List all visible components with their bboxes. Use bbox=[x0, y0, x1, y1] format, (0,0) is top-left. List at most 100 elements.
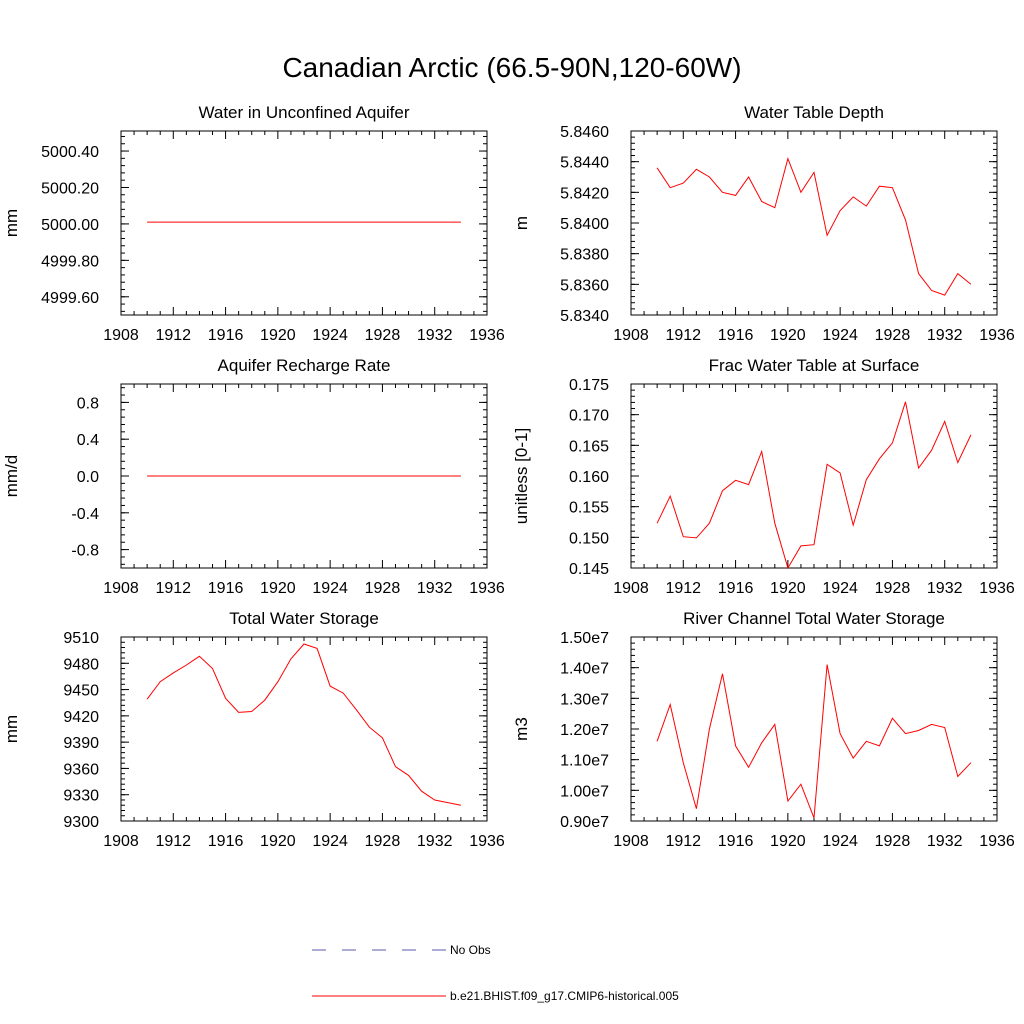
x-tick-label: 1932 bbox=[417, 327, 453, 344]
x-tick-label: 1908 bbox=[103, 327, 139, 344]
y-tick-label: 0.160 bbox=[569, 469, 609, 486]
x-tick-label: 1928 bbox=[365, 580, 401, 597]
y-tick-label: 5.8460 bbox=[560, 124, 609, 141]
x-tick-label: 1924 bbox=[312, 580, 348, 597]
x-tick-label: 1928 bbox=[875, 327, 911, 344]
x-tick-label: 1920 bbox=[770, 327, 806, 344]
x-tick-label: 1912 bbox=[155, 580, 191, 597]
y-tick-label: 5.8400 bbox=[560, 216, 609, 233]
x-tick-label: 1924 bbox=[822, 327, 858, 344]
x-tick-label: 1916 bbox=[208, 327, 244, 344]
y-tick-label: 1.10e7 bbox=[560, 753, 609, 770]
plot-frame bbox=[120, 636, 488, 822]
x-tick-label: 1912 bbox=[155, 327, 191, 344]
x-tick-label: 1936 bbox=[469, 833, 505, 850]
y-tick-label: 5000.00 bbox=[41, 217, 99, 234]
y-tick-label: 9300 bbox=[63, 814, 99, 831]
x-tick-label: 1912 bbox=[155, 833, 191, 850]
x-tick-label: 1924 bbox=[312, 833, 348, 850]
y-tick-label: 0.170 bbox=[569, 408, 609, 425]
y-axis-label: mm/d bbox=[2, 455, 21, 498]
panel-3: Aquifer Recharge Rate 1908 1912 1916 1920 192… bbox=[2, 356, 505, 597]
y-tick-label: 0.8 bbox=[77, 395, 99, 412]
x-tick-label: 1908 bbox=[613, 327, 649, 344]
x-tick-label: 1908 bbox=[613, 580, 649, 597]
series-line bbox=[656, 401, 972, 570]
panel-title: Total Water Storage bbox=[229, 609, 379, 628]
y-tick-label: 1.50e7 bbox=[560, 630, 609, 647]
y-axis-label: m3 bbox=[512, 717, 531, 741]
x-tick-label: 1928 bbox=[365, 327, 401, 344]
y-tick-label: -0.4 bbox=[71, 506, 99, 523]
x-tick-label: 1916 bbox=[718, 833, 754, 850]
panel-title: Water in Unconfined Aquifer bbox=[198, 103, 409, 122]
x-tick-label: 1936 bbox=[979, 327, 1015, 344]
y-tick-label: 5.8420 bbox=[560, 185, 609, 202]
x-tick-label: 1928 bbox=[875, 833, 911, 850]
y-tick-label: 1.30e7 bbox=[560, 691, 609, 708]
y-tick-label: 5.8440 bbox=[560, 155, 609, 172]
panel-1: Water in Unconfined Aquifer 1908 1912 1916 1… bbox=[2, 103, 505, 344]
figure-title: Canadian Arctic (66.5-90N,120-60W) bbox=[282, 52, 742, 83]
x-tick-label: 1916 bbox=[718, 327, 754, 344]
y-tick-label: 4999.60 bbox=[41, 290, 99, 307]
y-axis-label: unitless [0-1] bbox=[512, 428, 531, 524]
y-axis-label: mm bbox=[2, 209, 21, 237]
y-tick-label: 5.8340 bbox=[560, 308, 609, 325]
x-tick-label: 1924 bbox=[312, 327, 348, 344]
plot-frame bbox=[630, 130, 998, 316]
x-tick-label: 1908 bbox=[103, 580, 139, 597]
y-tick-label: 1.00e7 bbox=[560, 783, 609, 800]
y-axis-label: m bbox=[512, 216, 531, 230]
series-line bbox=[656, 156, 972, 296]
y-tick-label: 9330 bbox=[63, 788, 99, 805]
legend: No Obs b.e21.BHIST.f09_g17.CMIP6-historic… bbox=[312, 943, 679, 1003]
x-tick-label: 1920 bbox=[770, 580, 806, 597]
y-tick-label: 0.155 bbox=[569, 500, 609, 517]
plot-frame bbox=[630, 383, 998, 569]
x-tick-label: 1924 bbox=[822, 833, 858, 850]
series-line bbox=[146, 643, 461, 806]
y-tick-label: 9360 bbox=[63, 761, 99, 778]
y-tick-label: 0.90e7 bbox=[560, 814, 609, 831]
y-tick-label: 5.8380 bbox=[560, 247, 609, 264]
x-tick-label: 1936 bbox=[979, 580, 1015, 597]
panel-4: Frac Water Table at Surface 1908 1912 1916 1… bbox=[512, 356, 1015, 597]
y-tick-label: 9450 bbox=[63, 683, 99, 700]
x-tick-label: 1932 bbox=[417, 580, 453, 597]
x-tick-label: 1916 bbox=[208, 580, 244, 597]
y-tick-label: 5000.20 bbox=[41, 180, 99, 197]
y-tick-label: 5000.40 bbox=[41, 144, 99, 161]
y-tick-label: 9420 bbox=[63, 709, 99, 726]
plot-frame bbox=[630, 636, 998, 822]
x-tick-label: 1916 bbox=[718, 580, 754, 597]
x-tick-label: 1932 bbox=[927, 580, 963, 597]
x-tick-label: 1920 bbox=[260, 580, 296, 597]
x-tick-label: 1908 bbox=[103, 833, 139, 850]
y-tick-label: 1.20e7 bbox=[560, 722, 609, 739]
x-tick-label: 1920 bbox=[260, 327, 296, 344]
x-tick-label: 1920 bbox=[260, 833, 296, 850]
panel-2: Water Table Depth 1908 1912 1916 1920 1924 192… bbox=[512, 103, 1015, 344]
x-tick-label: 1932 bbox=[927, 833, 963, 850]
x-tick-label: 1936 bbox=[979, 833, 1015, 850]
y-tick-label: 9510 bbox=[63, 630, 99, 647]
panel-title: Aquifer Recharge Rate bbox=[218, 356, 391, 375]
plot-frame bbox=[120, 130, 488, 316]
panel-5: Total Water Storage 1908 1912 1916 1920 1924 1… bbox=[2, 609, 505, 850]
x-tick-label: 1932 bbox=[417, 833, 453, 850]
x-tick-label: 1912 bbox=[665, 833, 701, 850]
x-tick-label: 1916 bbox=[208, 833, 244, 850]
legend-label: b.e21.BHIST.f09_g17.CMIP6-historical.005 bbox=[450, 989, 679, 1003]
y-axis-label: mm bbox=[2, 715, 21, 743]
y-tick-label: 0.0 bbox=[77, 469, 99, 486]
y-tick-label: 9390 bbox=[63, 735, 99, 752]
x-tick-label: 1928 bbox=[365, 833, 401, 850]
x-tick-label: 1936 bbox=[469, 327, 505, 344]
y-tick-label: 9480 bbox=[63, 656, 99, 673]
panel-title: Water Table Depth bbox=[744, 103, 884, 122]
legend-label: No Obs bbox=[450, 943, 491, 957]
y-tick-label: 0.4 bbox=[77, 432, 99, 449]
panel-6: River Channel Total Water Storage 1908 191… bbox=[512, 609, 1015, 850]
